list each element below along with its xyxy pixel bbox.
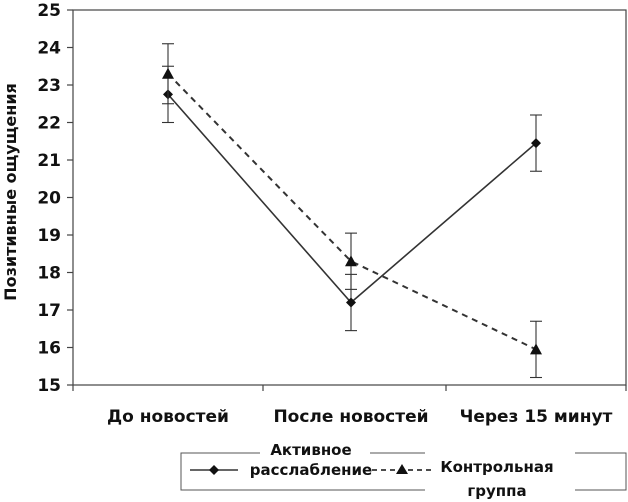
legend-marker-series-2 <box>396 464 408 474</box>
plot-area <box>72 9 627 386</box>
series-layer <box>162 43 542 379</box>
y-tick-label: 20 <box>37 189 61 209</box>
series-1-point <box>531 138 541 149</box>
y-tick-label: 16 <box>37 339 61 359</box>
y-axis: 15 16 17 18 19 20 21 22 23 24 25 <box>37 1 73 396</box>
y-tick-label: 24 <box>37 39 61 59</box>
y-tick-label: 25 <box>37 1 61 21</box>
series-2-line <box>167 73 537 351</box>
series-1 <box>162 65 542 332</box>
y-tick-label: 17 <box>37 301 61 321</box>
x-tick-label: После новостей <box>273 407 428 427</box>
legend-label-series-2-line-1: Контрольная <box>440 458 553 476</box>
series-1-line <box>167 93 537 304</box>
legend-marker-series-1 <box>209 465 219 475</box>
series-2-point <box>345 255 357 267</box>
y-tick-label: 22 <box>37 114 61 134</box>
x-tick-label: До новостей <box>107 407 229 427</box>
y-tick-label: 21 <box>37 151 61 171</box>
legend-label-series-1-line-1: Активное <box>270 441 351 459</box>
x-tick-label: Через 15 минут <box>460 407 613 427</box>
series-2-point <box>530 343 542 355</box>
series-2 <box>162 43 542 379</box>
legend-label-series-2-line-2: группа <box>467 482 526 500</box>
y-tick-label: 15 <box>37 376 61 396</box>
y-tick-label: 23 <box>37 76 61 96</box>
series-2-point <box>162 67 174 79</box>
series-1-point <box>346 297 356 308</box>
x-axis: До новостей После новостей Через 15 минут <box>72 385 627 427</box>
legend-label-series-1-line-2: расслабление <box>250 461 372 479</box>
y-axis-label: Позитивные ощущения <box>1 83 20 301</box>
y-tick-label: 19 <box>37 226 61 246</box>
legend: Активное расслабление Контрольная группа <box>180 437 627 500</box>
y-tick-label: 18 <box>37 264 61 284</box>
